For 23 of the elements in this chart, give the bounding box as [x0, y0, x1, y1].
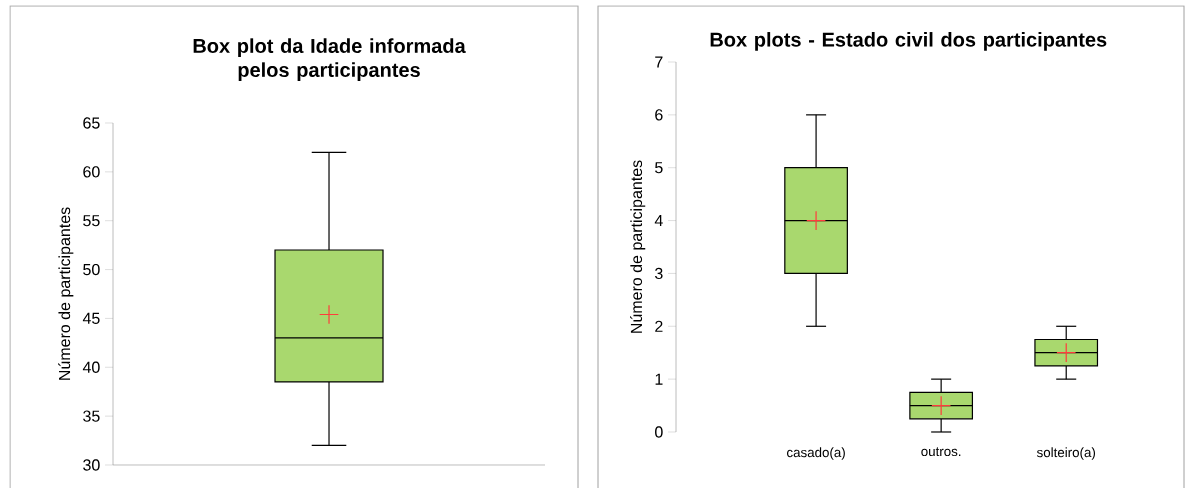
y-tick-label: 7	[655, 56, 663, 68]
y-tick-label: 50	[83, 263, 100, 276]
x-tick-label: casado(a)	[787, 447, 845, 460]
y-tick-label: 40	[82, 361, 100, 373]
y-tick-label: 1	[655, 373, 663, 385]
y-tick-label: 4	[654, 215, 663, 227]
chart-title: Box plot da Idade informada pelos participantes	[193, 38, 466, 81]
y-axis-title: Número de participantes	[630, 160, 646, 333]
y-tick-label: 35	[83, 410, 100, 422]
x-tick-label: outros.	[921, 447, 961, 457]
y-tick-label: 55	[83, 215, 100, 227]
y-tick-label: 0	[655, 426, 663, 438]
y-tick-label: 6	[655, 109, 663, 121]
y-axis-title: Número de participantes	[58, 207, 74, 380]
x-tick-label: solteiro(a)	[1036, 447, 1096, 460]
y-tick-label: 3	[655, 267, 663, 280]
y-tick-label: 60	[83, 166, 100, 178]
y-tick-label: 45	[82, 312, 100, 324]
y-tick-label: 2	[655, 320, 663, 332]
chart-title: Box plots - Estado civil dos participantes	[710, 32, 1107, 51]
y-tick-label: 5	[655, 162, 663, 174]
y-tick-label: 65	[83, 117, 100, 129]
y-tick-label: 30	[83, 459, 100, 471]
